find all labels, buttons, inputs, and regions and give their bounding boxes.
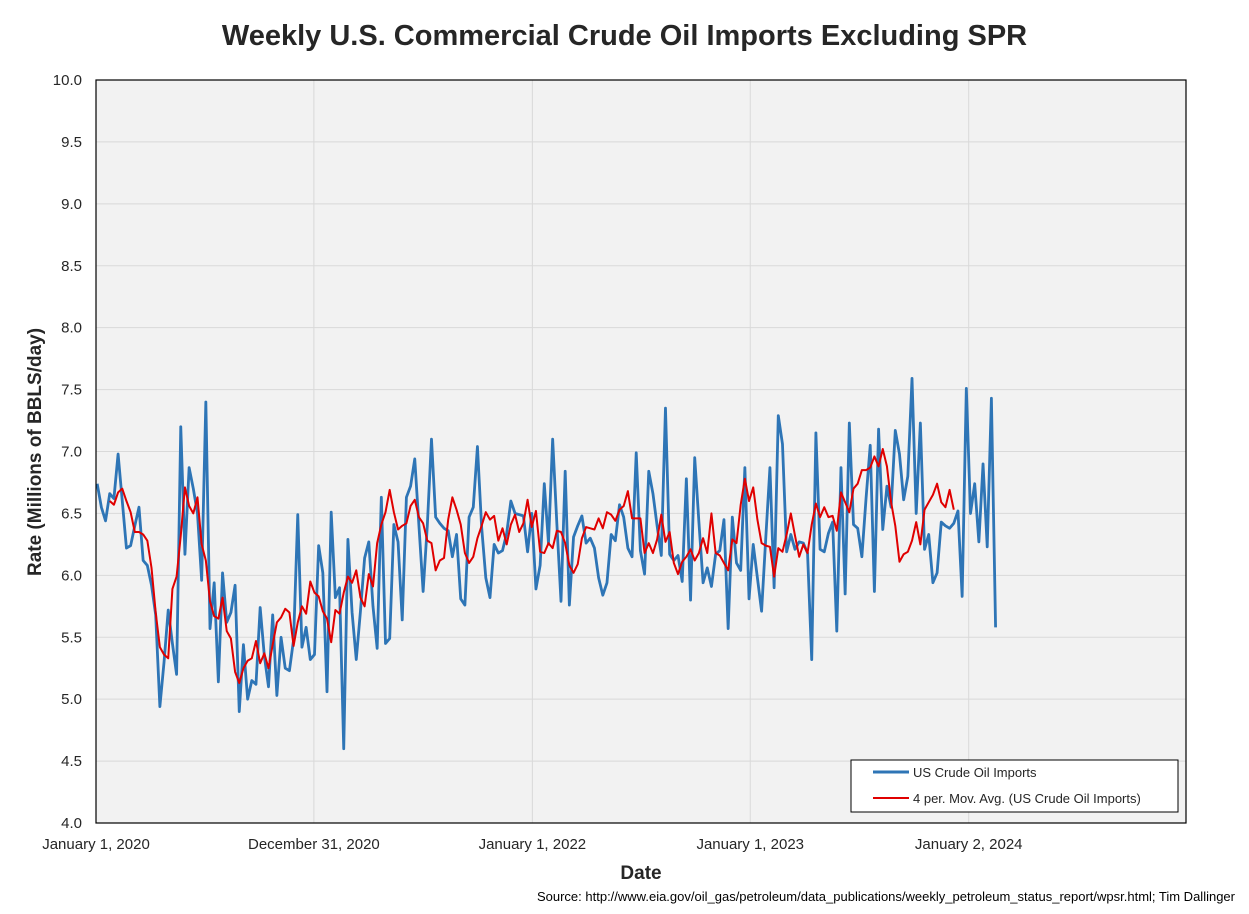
y-tick-label: 8.5 [61, 258, 82, 275]
chart-title: Weekly U.S. Commercial Crude Oil Imports… [221, 20, 1028, 52]
y-tick-label: 9.5 [61, 134, 82, 151]
y-tick-label: 8.0 [61, 320, 82, 337]
x-tick-label: January 2, 2024 [915, 836, 1023, 853]
series-lines [95, 377, 997, 751]
y-tick-label: 7.5 [61, 382, 82, 399]
y-tick-label: 6.0 [61, 567, 82, 584]
y-tick-label: 5.5 [61, 629, 82, 646]
legend-label-us-crude-oil-imports: US Crude Oil Imports [913, 765, 1037, 780]
legend-box [850, 759, 1179, 813]
y-tick-label: 4.5 [61, 753, 82, 770]
series-line-moving-average [109, 448, 955, 685]
x-axis-title: Date [620, 863, 661, 884]
x-tick-label: January 1, 2023 [696, 836, 804, 853]
source-note: Source: http://www.eia.gov/oil_gas/petro… [536, 889, 1235, 904]
x-axis-ticks: January 1, 2020 December 31, 2020 January … [42, 836, 1022, 853]
x-tick-label: January 1, 2022 [479, 836, 587, 853]
y-tick-label: 5.0 [61, 691, 82, 708]
y-tick-label: 6.5 [61, 505, 82, 522]
legend-label-moving-average: 4 per. Mov. Avg. (US Crude Oil Imports) [913, 791, 1141, 806]
x-tick-label: January 1, 2020 [42, 836, 150, 853]
y-tick-label: 9.0 [61, 196, 82, 213]
y-tick-label: 7.0 [61, 444, 82, 461]
y-axis-ticks: 4.0 4.5 5.0 5.5 6.0 6.5 7.0 7.5 8.0 8.5 9.0 9.5 10.0 [53, 72, 82, 832]
gridlines [95, 79, 1186, 824]
x-tick-label: December 31, 2020 [248, 836, 380, 853]
y-tick-label: 10.0 [53, 72, 82, 89]
y-axis-title: Rate (Millions of BBLS/day) [25, 328, 46, 576]
y-tick-label: 4.0 [61, 815, 82, 832]
legend: US Crude Oil Imports 4 per. Mov. Avg. (U… [850, 759, 1179, 813]
plot-border [95, 79, 1187, 824]
series-line-us-crude-oil-imports [95, 377, 997, 751]
